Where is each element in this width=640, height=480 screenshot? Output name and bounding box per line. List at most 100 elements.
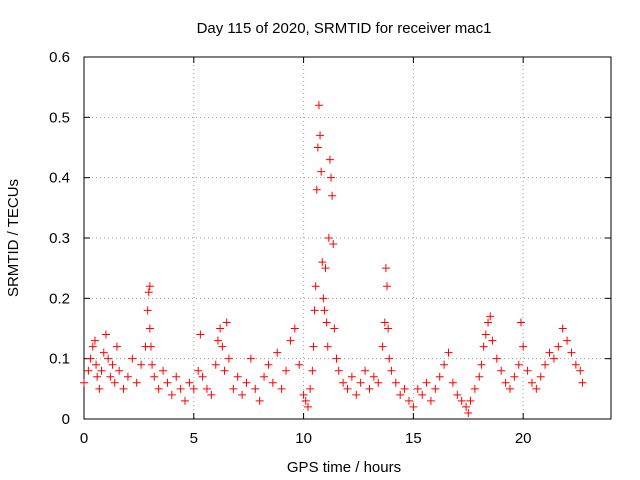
y-tick-label: 0 (62, 411, 70, 428)
data-point (108, 360, 117, 369)
data-point (381, 264, 390, 273)
data-point (486, 312, 495, 321)
data-point (316, 131, 325, 140)
data-point (148, 360, 157, 369)
data-point (88, 342, 97, 351)
data-point (220, 366, 229, 375)
data-point (492, 354, 501, 363)
data-point (558, 324, 567, 333)
x-tick-label: 10 (295, 430, 312, 447)
data-point (329, 240, 338, 249)
data-point (167, 390, 176, 399)
data-point (466, 396, 475, 405)
data-point (400, 384, 409, 393)
data-point (549, 354, 558, 363)
data-point (154, 384, 163, 393)
data-point (238, 390, 247, 399)
data-point (290, 324, 299, 333)
data-point (516, 318, 525, 327)
y-axis-label: SRMTID / TECUs (5, 179, 22, 297)
data-point (369, 372, 378, 381)
data-point (207, 390, 216, 399)
data-point (311, 282, 320, 291)
y-tick-label: 0.3 (49, 230, 70, 247)
data-point (334, 366, 343, 375)
data-point (475, 372, 484, 381)
y-tick-label: 0.2 (49, 290, 70, 307)
data-point (317, 167, 326, 176)
data-point (176, 384, 185, 393)
data-point (268, 378, 277, 387)
data-point (325, 155, 334, 164)
data-points (80, 101, 587, 417)
data-point (264, 360, 273, 369)
data-point (198, 372, 207, 381)
data-point (343, 384, 352, 393)
data-point (145, 324, 154, 333)
data-point (181, 396, 190, 405)
data-point (571, 360, 580, 369)
x-tick-label: 0 (80, 430, 88, 447)
data-point (356, 378, 365, 387)
data-point (282, 366, 291, 375)
y-tick-label: 0.5 (49, 109, 70, 126)
data-point (510, 372, 519, 381)
data-point (196, 330, 205, 339)
y-tick-label: 0.6 (49, 49, 70, 66)
data-point (320, 306, 329, 315)
plot-frame (83, 56, 612, 420)
data-point (488, 336, 497, 345)
data-point (309, 342, 318, 351)
data-point (233, 372, 242, 381)
data-point (477, 360, 486, 369)
data-point (86, 354, 95, 363)
data-point (532, 384, 541, 393)
data-point (115, 366, 124, 375)
data-point (218, 342, 227, 351)
data-point (313, 143, 322, 152)
data-point (308, 366, 317, 375)
data-point (470, 384, 479, 393)
data-point (84, 366, 93, 375)
data-point (352, 390, 361, 399)
data-point (229, 384, 238, 393)
data-point (484, 318, 493, 327)
data-point (222, 318, 231, 327)
data-point (159, 366, 168, 375)
data-point (481, 330, 490, 339)
data-point (101, 330, 110, 339)
x-tick-label: 15 (405, 430, 422, 447)
data-point (145, 282, 154, 291)
data-point (150, 372, 159, 381)
data-point (189, 384, 198, 393)
data-point (132, 378, 141, 387)
data-point (321, 264, 330, 273)
x-axis-label: GPS time / hours (287, 459, 401, 476)
data-point (194, 366, 203, 375)
data-point (505, 384, 514, 393)
data-point (324, 234, 333, 242)
data-point (453, 390, 462, 399)
data-point (519, 342, 528, 351)
data-point (310, 306, 319, 315)
y-tick-label: 0.1 (49, 351, 70, 368)
data-point (92, 360, 101, 369)
data-point (440, 360, 449, 369)
data-point (112, 342, 121, 351)
data-point (143, 306, 152, 315)
data-point (303, 402, 312, 411)
data-point (90, 336, 99, 345)
data-point (246, 354, 255, 363)
data-point (563, 336, 572, 345)
data-point (384, 324, 393, 333)
data-point (527, 378, 536, 387)
data-point (464, 408, 473, 417)
data-point (418, 390, 427, 399)
data-point (80, 378, 88, 387)
data-point (435, 372, 444, 381)
x-tick-label: 5 (190, 430, 198, 447)
data-point (387, 366, 396, 375)
data-point (97, 366, 106, 375)
data-point (216, 324, 225, 333)
